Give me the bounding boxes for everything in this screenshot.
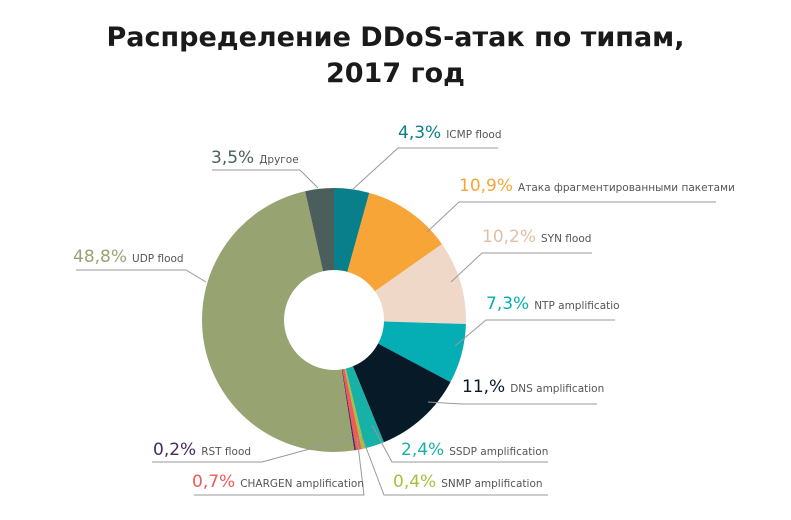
slice-10 xyxy=(305,188,334,272)
slice-label-4: 11,% DNS amplification xyxy=(462,377,604,397)
slice-value: 0,7% xyxy=(192,472,235,492)
slice-label-1: 10,9% Атака фрагментированными пакетами xyxy=(459,176,735,196)
slice-name: RST flood xyxy=(201,446,251,458)
slice-name: SYN flood xyxy=(541,233,591,245)
slice-6 xyxy=(344,368,365,450)
slice-5 xyxy=(345,366,384,449)
slice-name: SNMP amplification xyxy=(441,478,542,490)
leader-line-4 xyxy=(427,401,597,405)
slice-name: SSDP amplification xyxy=(449,446,548,458)
slice-name: Атака фрагментированными пакетами xyxy=(518,182,735,194)
leader-line-8 xyxy=(152,437,351,463)
slice-label-2: 10,2% SYN flood xyxy=(482,227,591,247)
slice-label-0: 4,3% ICMP flood xyxy=(398,123,502,143)
slice-4 xyxy=(352,343,451,443)
slice-value: 10,2% xyxy=(482,227,536,247)
slice-value: 3,5% xyxy=(211,148,254,168)
leader-line-2 xyxy=(450,252,592,283)
leader-line-10 xyxy=(212,169,319,189)
slice-name: NTP amplificatio xyxy=(534,300,619,312)
leader-line-0 xyxy=(351,147,498,191)
slice-label-9: 48,8% UDP flood xyxy=(73,247,184,267)
slice-0 xyxy=(334,188,370,272)
slice-label-3: 7,3% NTP amplificatio xyxy=(486,294,620,314)
slice-1 xyxy=(347,192,442,292)
slice-value: 0,2% xyxy=(153,440,196,460)
slice-value: 10,9% xyxy=(459,176,513,196)
slice-name: CHARGEN amplification xyxy=(240,478,364,490)
slice-value: 4,3% xyxy=(398,123,441,143)
slice-7 xyxy=(342,368,362,451)
slice-name: DNS amplification xyxy=(510,383,604,395)
slice-value: 2,4% xyxy=(401,440,444,460)
slice-name: ICMP flood xyxy=(446,129,501,141)
leader-line-9 xyxy=(76,269,207,283)
slice-8 xyxy=(341,369,356,451)
leader-line-1 xyxy=(426,201,716,233)
slice-2 xyxy=(374,244,466,324)
leader-line-3 xyxy=(454,319,615,347)
slice-name: Другое xyxy=(259,154,298,166)
title-line-1: Распределение DDoS-атак по типам, xyxy=(106,22,685,53)
slice-label-7: 0,7% CHARGEN amplification xyxy=(192,472,364,492)
chart-title: Распределение DDoS-атак по типам, 2017 г… xyxy=(0,20,791,92)
leader-line-6 xyxy=(361,436,548,496)
slice-name: UDP flood xyxy=(132,253,184,265)
title-line-2: 2017 год xyxy=(325,58,465,89)
slice-9 xyxy=(202,191,355,452)
slice-value: 0,4% xyxy=(393,472,436,492)
slice-value: 7,3% xyxy=(486,294,529,314)
slice-label-5: 2,4% SSDP amplification xyxy=(401,440,548,460)
leader-line-7 xyxy=(194,436,365,496)
slice-label-8: 0,2% RST flood xyxy=(153,440,251,460)
slice-label-10: 3,5% Другое xyxy=(211,148,299,168)
slice-value: 11,% xyxy=(462,377,505,397)
slice-value: 48,8% xyxy=(73,247,127,267)
slice-label-6: 0,4% SNMP amplification xyxy=(393,472,543,492)
leader-line-5 xyxy=(371,424,548,463)
slice-3 xyxy=(378,321,466,383)
